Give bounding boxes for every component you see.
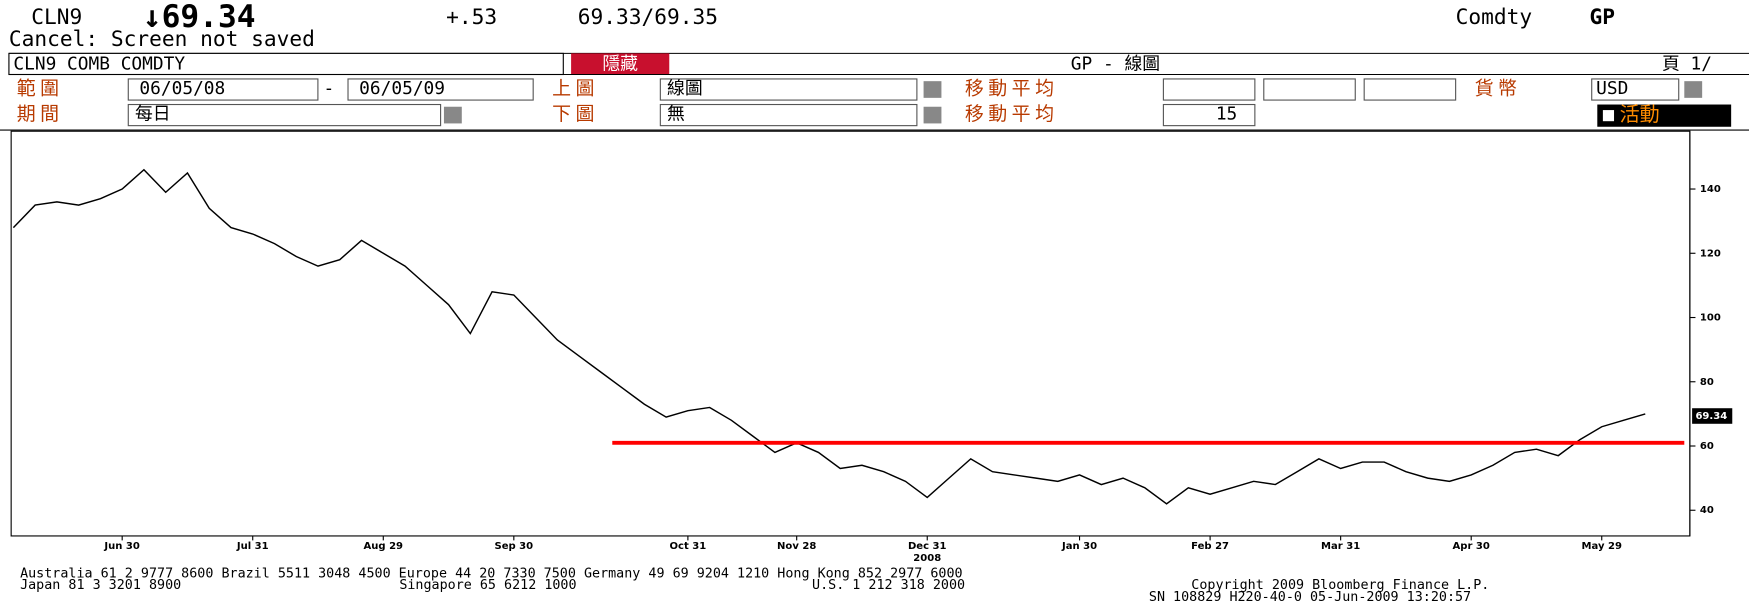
live-button-label[interactable]: 活動 — [1620, 102, 1660, 126]
ma-field[interactable] — [1363, 78, 1457, 101]
upper-value[interactable]: 線圖 — [667, 78, 703, 99]
plot-area — [10, 130, 1691, 537]
currency-field[interactable] — [1591, 78, 1680, 101]
footer-line: SN 108829 H220-40-0 05-Jun-2009 13:20:57 — [1149, 590, 1471, 605]
ma-field[interactable] — [1162, 103, 1256, 127]
x-tick-label: Aug 29 — [364, 541, 404, 552]
y-tick-label: 140 — [1700, 184, 1721, 195]
end-date[interactable]: 06/05/09 — [359, 78, 445, 99]
ma-label: 移動平均 — [965, 103, 1059, 125]
footer-line: Copyright 2009 Bloomberg Finance L.P. — [1191, 578, 1489, 593]
x-tick-label: Mar 31 — [1321, 541, 1360, 552]
lower-value[interactable]: 無 — [667, 104, 685, 125]
footer-line: Australia 61 2 9777 8600 Brazil 5511 304… — [20, 567, 963, 582]
bid-ask: 69.33/69.35 — [578, 4, 718, 29]
ma-value[interactable]: 15 — [1216, 104, 1237, 125]
upper-field[interactable] — [659, 78, 918, 101]
ma-field[interactable] — [1263, 78, 1356, 101]
start-date[interactable]: 06/05/08 — [139, 78, 225, 99]
last-price-label: 69.34 — [1695, 411, 1727, 422]
x-tick-label: Sep 30 — [494, 541, 533, 552]
x-tick-label: Oct 31 — [670, 541, 707, 552]
screen-title: GP - 線圖 — [1071, 54, 1160, 75]
chart: 40 60 80 100 120 140 Jun 30 Jul 31 Aug 29 Sep 30 O… — [12, 131, 1733, 564]
price-line — [12, 168, 1646, 505]
x-tick-label: Feb 27 — [1191, 541, 1229, 552]
currency-label: 貨幣 — [1475, 77, 1522, 99]
y-tick-label: 60 — [1700, 441, 1714, 452]
year-label: 2008 — [913, 553, 941, 564]
y-tick-label: 100 — [1700, 313, 1721, 324]
live-button[interactable] — [1597, 104, 1732, 127]
upper-label: 上圖 — [552, 77, 599, 99]
start-date-field[interactable] — [127, 78, 319, 101]
ticker: CLN9 — [31, 4, 82, 29]
function: GP — [1589, 4, 1615, 29]
footer-line: Japan 81 3 3201 8900 — [20, 578, 181, 593]
ma-label: 移動平均 — [965, 77, 1059, 99]
page-number: 頁 1/ — [1662, 54, 1712, 75]
market: Comdty — [1456, 4, 1532, 29]
last-price-tag — [1692, 408, 1733, 424]
dropdown[interactable] — [923, 81, 942, 98]
range-label: 範圍 — [17, 77, 64, 99]
period[interactable]: 每日 — [135, 104, 171, 125]
currency[interactable]: USD — [1596, 78, 1628, 99]
dropdown[interactable] — [443, 106, 462, 124]
hide-button-label[interactable]: 隱藏 — [602, 54, 638, 75]
x-tick-label: Jan 30 — [1061, 541, 1097, 552]
lower-label: 下圖 — [552, 103, 599, 125]
change: +.53 — [446, 4, 497, 29]
y-tick-label: 120 — [1700, 248, 1721, 259]
x-tick-label: Apr 30 — [1453, 541, 1490, 552]
ma-field[interactable] — [1162, 78, 1256, 101]
hide-button[interactable] — [571, 53, 670, 75]
status: Cancel: Screen not saved — [9, 26, 315, 51]
x-tick-label: May 29 — [1582, 541, 1622, 552]
dropdown[interactable] — [923, 106, 942, 124]
x-tick-label: Dec 31 — [908, 541, 947, 552]
x-tick-label: Jun 30 — [103, 541, 140, 552]
price: ↓69.34 — [143, 0, 256, 35]
end-date-field[interactable] — [347, 78, 534, 101]
footer-line: U.S. 1 212 318 2000 — [812, 578, 965, 593]
x-tick-label: Nov 28 — [777, 541, 816, 552]
live-checkbox[interactable] — [1602, 110, 1615, 122]
lower-field[interactable] — [659, 103, 918, 127]
dropdown[interactable] — [1684, 81, 1703, 98]
period-label: 期間 — [17, 103, 64, 125]
period-field[interactable] — [127, 103, 442, 127]
x-tick-label: Jul 31 — [236, 541, 269, 552]
range-separator: - — [323, 78, 334, 99]
y-tick-label: 80 — [1700, 377, 1714, 388]
security: CLN9 COMB COMDTY — [13, 54, 185, 75]
y-tick-label: 40 — [1700, 505, 1714, 516]
footer-line: Singapore 65 6212 1000 — [399, 578, 576, 593]
